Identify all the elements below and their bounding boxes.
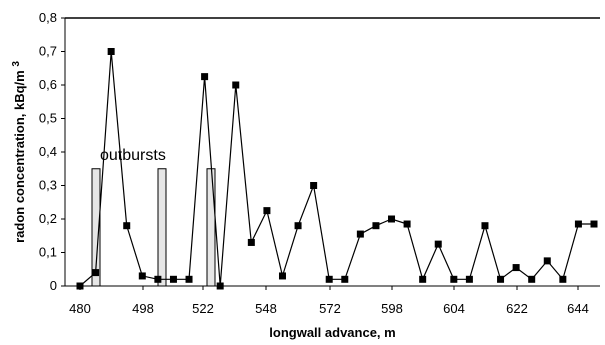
data-point-marker: [543, 257, 551, 265]
data-point-marker: [232, 81, 240, 89]
data-point-marker: [356, 230, 364, 238]
data-point-marker: [310, 182, 318, 189]
x-tick-label: 598: [381, 301, 403, 316]
x-axis-ticks: 480 498 522 548 572 598 604 622 644: [69, 286, 589, 316]
data-point-marker: [263, 207, 271, 215]
y-axis-title: radon concentration, kBq/m 3: [11, 61, 27, 243]
data-point-marker: [574, 220, 582, 228]
y-tick-label: 0,5: [39, 111, 57, 126]
data-point-marker: [123, 222, 131, 230]
data-point-marker: [434, 240, 442, 248]
data-point-marker: [450, 275, 458, 283]
y-axis-title-main: radon concentration, kBq/m: [12, 70, 27, 243]
data-point-marker: [403, 220, 411, 228]
data-point-marker: [138, 272, 146, 280]
data-point-marker: [341, 275, 349, 283]
x-tick-label: 480: [69, 301, 91, 316]
x-axis-title: longwall advance, m: [269, 325, 395, 340]
y-tick-label: 0,6: [39, 77, 57, 92]
y-tick-label: 0,1: [39, 245, 57, 260]
outbursts-annotation: outbursts: [100, 147, 166, 164]
y-tick-label: 0,7: [39, 44, 57, 59]
y-tick-label: 0,3: [39, 178, 57, 193]
x-tick-label: 548: [255, 301, 277, 316]
data-point-marker: [590, 220, 598, 228]
data-point-marker: [278, 272, 286, 280]
data-point-marker: [247, 238, 255, 246]
data-point-marker: [419, 275, 427, 283]
x-tick-label: 604: [443, 301, 465, 316]
data-point-marker: [559, 275, 567, 283]
series-line: [79, 51, 594, 287]
data-point-marker: [185, 275, 193, 283]
data-point-marker: [201, 73, 209, 81]
data-point-marker: [107, 48, 115, 55]
data-point-marker: [512, 264, 520, 272]
data-point-marker: [169, 275, 177, 283]
y-tick-label: 0: [50, 278, 57, 293]
x-tick-label: 572: [319, 301, 341, 316]
x-tick-label: 644: [567, 301, 589, 316]
series-markers: [76, 48, 598, 290]
x-tick-label: 498: [132, 301, 154, 316]
data-point-marker: [465, 275, 473, 283]
data-point-marker: [216, 282, 224, 290]
data-point-marker: [497, 275, 505, 283]
data-point-marker: [294, 222, 302, 230]
y-tick-label: 0,4: [39, 144, 57, 159]
outburst-bar: [157, 168, 167, 287]
y-axis-title-superscript: 3: [11, 61, 22, 67]
data-point-marker: [528, 275, 536, 283]
outburst-bar: [206, 168, 216, 287]
x-tick-label: 622: [506, 301, 528, 316]
y-tick-label: 0,2: [39, 211, 57, 226]
x-tick-label: 522: [192, 301, 214, 316]
data-point-marker: [92, 269, 100, 277]
data-point-marker: [76, 282, 84, 290]
y-tick-label: 0,8: [39, 10, 57, 25]
y-axis-ticks: 0 0,1 0,2 0,3 0,4 0,5 0,6 0,7 0,8: [39, 10, 65, 293]
data-point-marker: [388, 215, 396, 223]
data-point-marker: [481, 222, 489, 230]
data-point-marker: [325, 275, 333, 283]
data-point-marker: [154, 275, 162, 283]
data-point-marker: [372, 222, 380, 230]
